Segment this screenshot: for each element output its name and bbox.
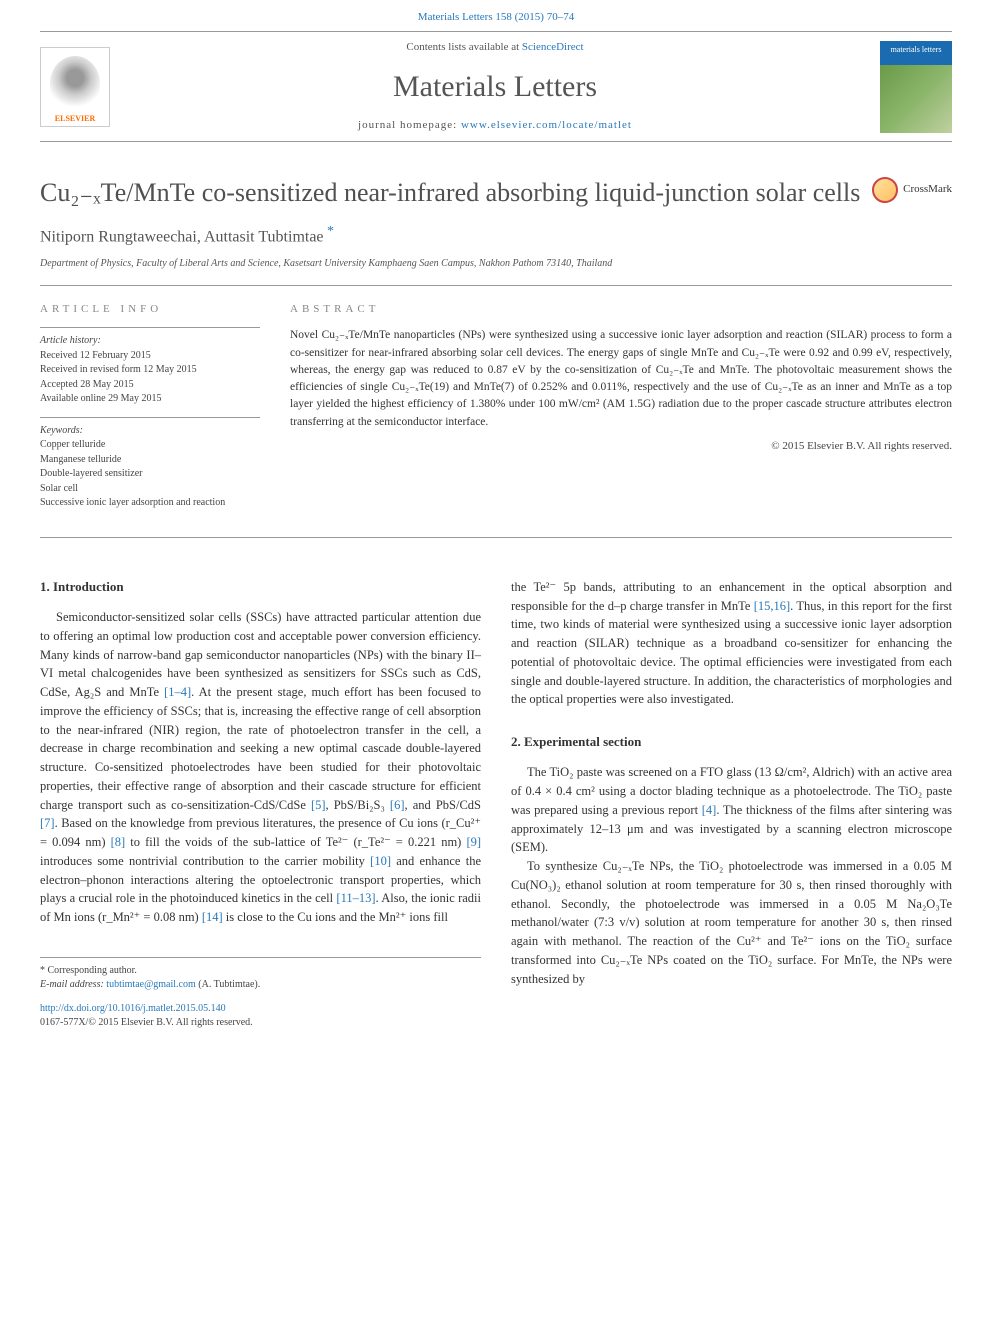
keyword-item: Copper telluride: [40, 438, 260, 453]
elsevier-label: ELSEVIER: [55, 113, 95, 124]
affiliation: Department of Physics, Faculty of Libera…: [40, 257, 952, 286]
journal-header: ELSEVIER Contents lists available at Sci…: [40, 31, 952, 142]
keywords-block: Keywords: Copper telluride Manganese tel…: [40, 417, 260, 511]
doi-block: http://dx.doi.org/10.1016/j.matlet.2015.…: [40, 1002, 481, 1030]
contents-prefix: Contents lists available at: [406, 41, 521, 53]
abstract-text: Novel Cu₂₋ₓTe/MnTe nanoparticles (NPs) w…: [290, 327, 952, 431]
copyright: © 2015 Elsevier B.V. All rights reserved…: [290, 439, 952, 454]
history-online: Available online 29 May 2015: [40, 392, 260, 407]
elsevier-tree-icon: [50, 56, 100, 111]
intro-continuation: the Te²⁻ 5p bands, attributing to an enh…: [511, 578, 952, 709]
homepage-line: journal homepage: www.elsevier.com/locat…: [110, 118, 880, 133]
experimental-paragraph-1: The TiO₂ paste was screened on a FTO gla…: [511, 763, 952, 857]
left-column: 1. Introduction Semiconductor-sensitized…: [40, 578, 481, 1030]
journal-cover[interactable]: materials letters: [880, 41, 952, 133]
history-revised: Received in revised form 12 May 2015: [40, 363, 260, 378]
keyword-item: Successive ionic layer adsorption and re…: [40, 496, 260, 511]
corresponding-mark: *: [324, 224, 335, 239]
journal-name: Materials Letters: [110, 66, 880, 108]
footnote-block: * Corresponding author. E-mail address: …: [40, 957, 481, 992]
top-citation[interactable]: Materials Letters 158 (2015) 70–74: [40, 0, 952, 31]
email-link[interactable]: tubtimtae@gmail.com: [106, 979, 195, 990]
corresponding-author-note: * Corresponding author.: [40, 964, 481, 978]
intro-paragraph: Semiconductor-sensitized solar cells (SS…: [40, 608, 481, 927]
crossmark-badge[interactable]: CrossMark: [872, 177, 952, 203]
crossmark-label: CrossMark: [903, 182, 952, 197]
issn-line: 0167-577X/© 2015 Elsevier B.V. All right…: [40, 1016, 481, 1030]
article-title: Cu₂₋ₓTe/MnTe co-sensitized near-infrared…: [40, 177, 872, 208]
history-accepted: Accepted 28 May 2015: [40, 378, 260, 393]
section-heading-experimental: 2. Experimental section: [511, 733, 952, 751]
doi-link[interactable]: http://dx.doi.org/10.1016/j.matlet.2015.…: [40, 1003, 226, 1014]
keyword-item: Manganese telluride: [40, 453, 260, 468]
email-label: E-mail address:: [40, 979, 106, 990]
keyword-item: Solar cell: [40, 482, 260, 497]
sciencedirect-link[interactable]: ScienceDirect: [522, 41, 584, 53]
article-info-label: ARTICLE INFO: [40, 302, 260, 317]
author-names: Nitiporn Rungtaweechai, Auttasit Tubtimt…: [40, 229, 324, 246]
cover-title: materials letters: [880, 41, 952, 65]
right-column: the Te²⁻ 5p bands, attributing to an enh…: [511, 578, 952, 1030]
elsevier-logo[interactable]: ELSEVIER: [40, 47, 110, 127]
contents-line: Contents lists available at ScienceDirec…: [110, 40, 880, 55]
cover-image: [880, 65, 952, 133]
abstract-label: ABSTRACT: [290, 302, 952, 317]
keywords-label: Keywords:: [40, 424, 260, 439]
section-heading-intro: 1. Introduction: [40, 578, 481, 596]
email-suffix: (A. Tubtimtae).: [196, 979, 260, 990]
experimental-paragraph-2: To synthesize Cu₂₋ₓTe NPs, the TiO₂ phot…: [511, 857, 952, 988]
history-received: Received 12 February 2015: [40, 349, 260, 364]
crossmark-icon: [872, 177, 898, 203]
homepage-link[interactable]: www.elsevier.com/locate/matlet: [461, 119, 632, 131]
homepage-prefix: journal homepage:: [358, 119, 461, 131]
keyword-item: Double-layered sensitizer: [40, 467, 260, 482]
authors: Nitiporn Rungtaweechai, Auttasit Tubtimt…: [40, 222, 952, 249]
article-history: Article history: Received 12 February 20…: [40, 327, 260, 407]
history-label: Article history:: [40, 334, 260, 349]
